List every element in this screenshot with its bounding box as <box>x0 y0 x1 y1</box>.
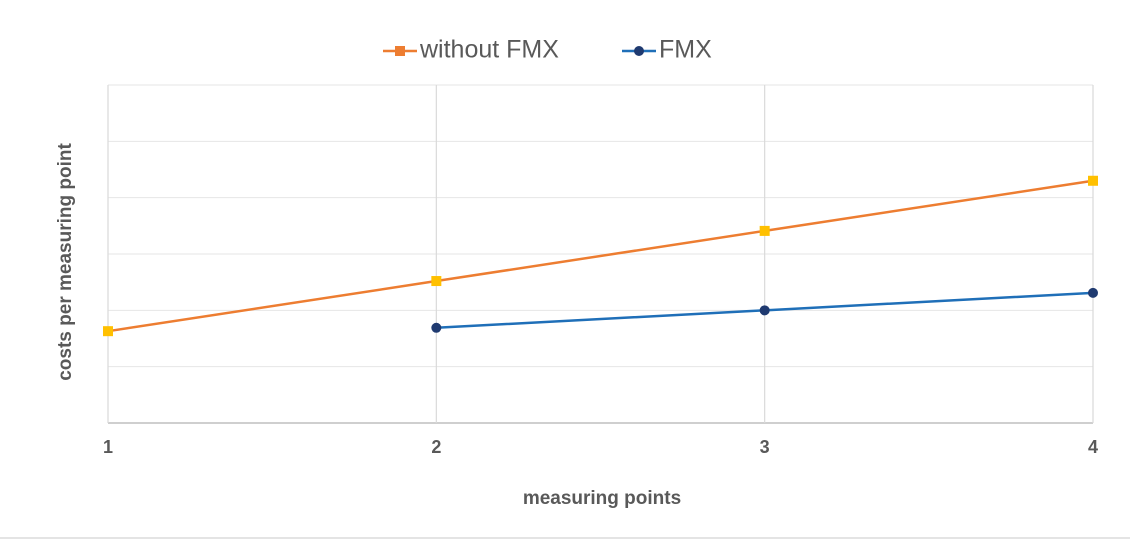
data-point <box>103 326 113 337</box>
legend-label: without FMX <box>419 36 559 64</box>
y-axis-label: costs per measuring point <box>55 143 76 381</box>
data-point <box>1088 175 1098 186</box>
x-tick-label: 2 <box>431 437 441 457</box>
data-point <box>759 305 770 316</box>
data-point <box>431 322 442 333</box>
legend-marker <box>395 46 405 56</box>
x-tick-label: 3 <box>760 437 770 457</box>
legend-marker <box>634 46 644 56</box>
data-point <box>431 276 442 287</box>
x-tick-label: 4 <box>1088 437 1098 457</box>
data-point <box>1088 287 1098 298</box>
series-line <box>107 179 1094 333</box>
data-point <box>759 225 770 236</box>
legend-label: FMX <box>659 36 712 64</box>
x-axis-label: measuring points <box>523 488 681 509</box>
x-tick-label: 1 <box>103 437 113 457</box>
